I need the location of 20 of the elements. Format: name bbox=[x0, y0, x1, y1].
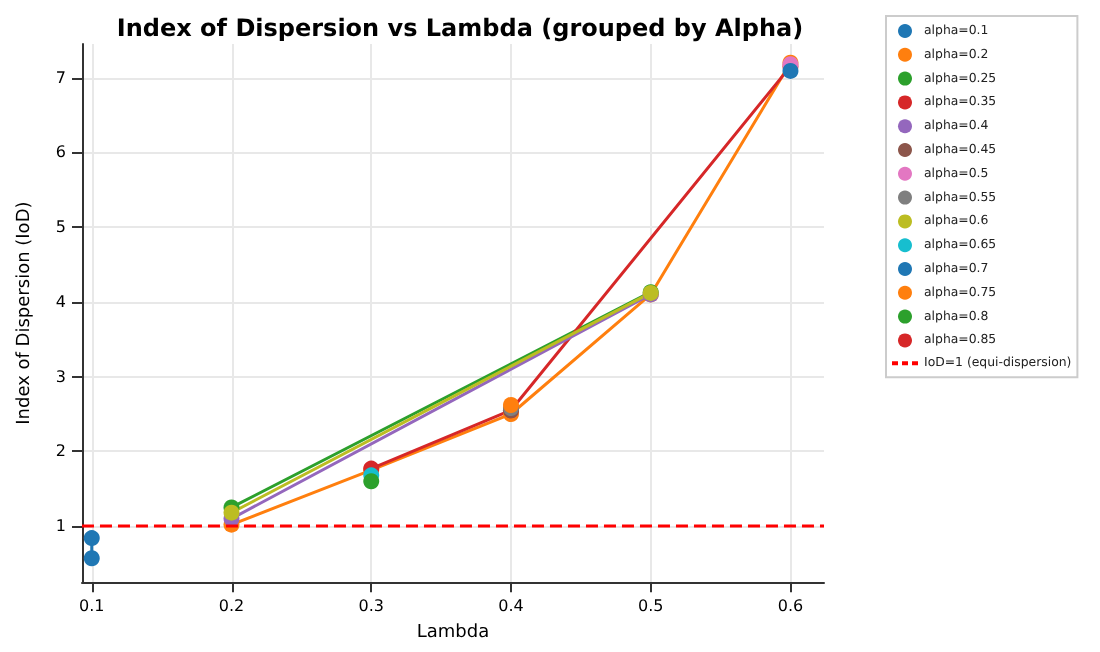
y-tick-label: 4 bbox=[55, 292, 66, 311]
y-tick-label: 7 bbox=[55, 68, 66, 87]
x-tick-label: 0.4 bbox=[498, 597, 524, 616]
x-axis-title: Lambda bbox=[416, 623, 490, 643]
y-tick-label: 1 bbox=[55, 517, 66, 536]
y-axis-title: Index of Dispersion (IoD) bbox=[15, 201, 35, 425]
chart-title: Index of Dispersion vs Lambda (grouped by Alpha) bbox=[116, 14, 804, 42]
point bbox=[83, 530, 100, 547]
x-tick-label: 0.2 bbox=[218, 597, 245, 616]
y-tick-label: 6 bbox=[55, 143, 66, 162]
point bbox=[223, 504, 240, 521]
x-tick-label: 0.1 bbox=[79, 597, 105, 616]
x-tick-label: 0.5 bbox=[637, 597, 664, 616]
point bbox=[83, 550, 100, 567]
y-tick-label: 3 bbox=[55, 367, 66, 386]
x-tick-label: 0.6 bbox=[777, 597, 804, 616]
x-tick-label: 0.3 bbox=[358, 597, 384, 616]
y-tick-label: 5 bbox=[55, 218, 66, 237]
y-tick-label: 2 bbox=[55, 442, 66, 461]
point bbox=[363, 473, 380, 490]
